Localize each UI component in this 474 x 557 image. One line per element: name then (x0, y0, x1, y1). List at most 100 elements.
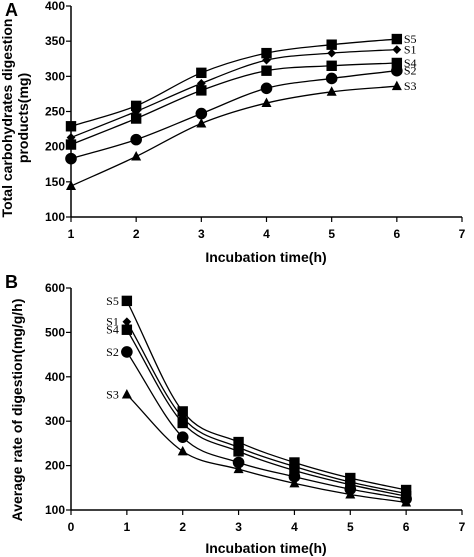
panel-a-series-s3-line (70, 85, 397, 187)
panel-b-y-tick-label: 300 (45, 414, 65, 428)
panel-a-series-s3-point (131, 151, 142, 161)
panel-a-y-tick-label: 100 (45, 210, 65, 224)
panel-a-x-tick-label: 7 (459, 227, 466, 241)
panel-a-series-s4-point (196, 85, 207, 96)
panel-a-series-s5-line (70, 38, 397, 127)
panel-b-series-s5-label: S5 (106, 294, 119, 308)
panel-a-series-s4-line (70, 62, 397, 146)
panel-b-series-s5-point (233, 436, 244, 448)
panel-a-series-s3-point (196, 117, 207, 128)
panel-b-x-tick-label: 2 (179, 520, 186, 534)
panel-a-series-s5-point (196, 67, 207, 79)
panel-a-series-s3: S3 (66, 79, 417, 191)
panel-a-series-s1-label: S1 (404, 43, 417, 57)
panel-a-series-s4-point (326, 60, 337, 71)
panel-a-series-s4-point (130, 113, 142, 124)
panel-a-series-s3-point (261, 97, 272, 108)
panel-b-series-s5-point (177, 406, 188, 417)
panel-a-y-tick-label: 250 (45, 105, 65, 119)
panel-a-series-s1-line (70, 48, 397, 139)
panel-b-series-s2-point (232, 456, 245, 469)
panel-b-y-tick-label: 400 (45, 370, 65, 384)
panel-a-series-s2-point (391, 64, 403, 77)
panel-a-series-s3-point (66, 180, 76, 191)
panel-b-series-s3-line (126, 394, 407, 504)
panel-a-series-s4-point (261, 65, 272, 76)
panel-a: A 1 2 3 4 5 6 7 100 150 200 250 300 350 400 S5S1S4S2S… (0, 0, 466, 265)
panel-b-y-tick-label: 500 (45, 325, 65, 339)
panel-a-x-tick-label: 5 (328, 227, 335, 241)
panel-a-x-tick-label: 3 (198, 227, 205, 241)
panel-a-series-s2-line (70, 70, 397, 160)
panel-b-label: B (5, 272, 18, 292)
panel-b-series-s3-point (177, 445, 188, 456)
panel-a-series-s5: S5 (65, 32, 417, 132)
panel-b-y-tick-label: 100 (45, 503, 65, 517)
panel-a-y-axis-title-line-2: products(mg) (15, 73, 31, 163)
panel-b-series-s2-point (288, 470, 301, 483)
panel-a-x-tick-label: 4 (263, 227, 270, 241)
panel-b-y-tick-label: 200 (45, 459, 65, 473)
panel-a-series-s1-point (392, 45, 402, 55)
panel-a-y-tick-label: 150 (45, 175, 65, 189)
panel-b-series-s4-line (126, 329, 407, 497)
panel-b-series-s1: S1 (106, 315, 411, 498)
panel-a-y-tick-label: 300 (45, 69, 65, 83)
panel-a-series-s3-point (391, 80, 402, 91)
panel-b-series-s2-point (176, 431, 189, 443)
panel-b-series-s1-line (126, 321, 407, 495)
panel-b-series-s2-point (121, 346, 133, 358)
panel-b-series-s1-label: S1 (106, 315, 119, 329)
panel-b-series-s4-point (121, 324, 133, 335)
panel-a-series-s4: S4 (65, 56, 417, 150)
panel-b-series-s4-point (289, 465, 300, 476)
panel-a-x-axis-title: Incubation time(h) (205, 249, 326, 265)
panel-a-y-tick-label: 200 (45, 140, 65, 154)
panel-a-y-tick-label: 350 (45, 34, 65, 48)
panel-b-y-tick-label: 600 (45, 281, 65, 295)
panel-b-x-tick-label: 7 (459, 520, 466, 534)
panel-a-series-s2-point (325, 72, 338, 85)
panel-a-series-s5-point (65, 121, 77, 132)
panel-a-series-s4-point (391, 57, 403, 69)
panel-a-series-s2-point (65, 152, 77, 165)
panel-a-series-s5-point (261, 47, 272, 59)
panel-b-series-s1-point (122, 317, 132, 327)
panel-b-series-s2-label: S2 (106, 345, 119, 359)
panel-b-x-tick-label: 5 (347, 520, 354, 534)
panel-a-series-s5-point (130, 100, 142, 112)
panel-a-series-s5-point (391, 33, 403, 45)
panel-b-series-s5-point (121, 295, 133, 307)
panel-a-series-s4-label: S4 (404, 56, 417, 70)
panel-b-series-s3-point (289, 477, 300, 488)
panel-b-series-s3: S3 (106, 388, 412, 507)
panel-b-x-tick-label: 0 (68, 520, 75, 534)
panel-b-x-tick-label: 3 (235, 520, 242, 534)
panel-a-x-tick-label: 2 (133, 227, 140, 241)
panel-b-series-s3-point (401, 496, 412, 507)
panel-a-series-s2: S2 (65, 64, 417, 165)
panel-b-x-tick-label: 6 (403, 520, 410, 534)
panel-b-series-s4-label: S4 (106, 323, 119, 337)
panel-b-series-s3-label: S3 (106, 388, 119, 402)
panel-a-series-s1-point (262, 55, 271, 65)
panel-a-series-s4-point (65, 139, 77, 150)
panel-b-x-tick-label: 1 (124, 520, 131, 534)
panel-b-x-axis-title: Incubation time(h) (205, 540, 326, 556)
panel-a-series-s3-label: S3 (404, 79, 417, 93)
panel-b-y-axis-title: Average rate of digestion(mg/g/h) (9, 299, 25, 522)
panel-a-series-s2-point (130, 133, 142, 146)
panel-a-series-s1-point (327, 48, 337, 58)
panel-a-x-tick-label: 6 (393, 227, 400, 241)
panel-a-series-s3-point (326, 86, 337, 96)
panel-a-series-s1-point (66, 133, 76, 142)
panel-a-x-tick-label: 1 (68, 227, 75, 241)
panel-a-series-s1: S1 (66, 43, 417, 142)
panel-a-series-s5-label: S5 (404, 32, 417, 46)
panel-b-series-s3-point (121, 389, 132, 399)
panel-a-y-axis-title-line-1: Total carbohydrates digestion (0, 19, 15, 218)
panel-a-series-s2-label: S2 (404, 64, 417, 78)
panel-a-label: A (5, 0, 18, 20)
